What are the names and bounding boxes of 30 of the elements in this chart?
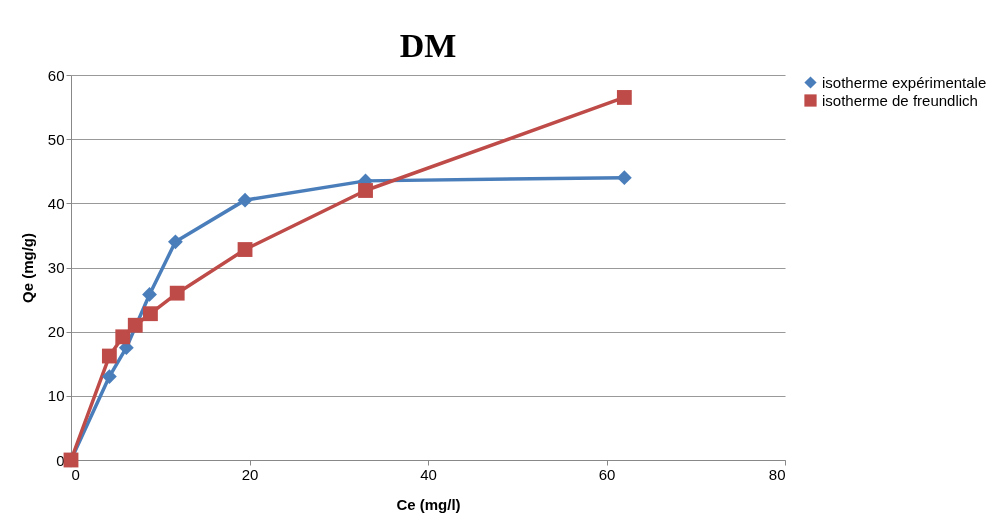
y-axis-title: Qe (mg/g)	[18, 233, 36, 303]
point	[143, 306, 158, 322]
x-axis-title: Ce (mg/l)	[396, 495, 461, 513]
y-tick-label: 40	[47, 194, 65, 212]
x-tick-label: 0	[71, 465, 80, 483]
legend-label: isotherme de freundlich	[822, 91, 978, 109]
point	[101, 369, 117, 384]
y-tick-label: 20	[47, 323, 65, 341]
point	[616, 170, 632, 186]
x-tick-label: 80	[768, 465, 786, 483]
point	[168, 234, 183, 250]
point	[358, 183, 373, 198]
point	[237, 192, 253, 208]
x-tick-label: 60	[598, 465, 616, 483]
chart-title: DM	[399, 27, 457, 64]
point	[115, 329, 131, 345]
point	[169, 285, 185, 301]
y-tick-label: 60	[47, 66, 65, 84]
y-tick-label: 30	[47, 259, 65, 276]
x-tick-label: 40	[420, 465, 437, 483]
point	[127, 317, 143, 333]
legend-label: isotherme expérimentale	[822, 73, 987, 91]
y-tick-label: 50	[47, 130, 65, 148]
point	[101, 348, 117, 364]
point	[237, 242, 253, 257]
x-tick-label: 20	[241, 465, 259, 483]
y-tick-label: 10	[47, 387, 65, 405]
point	[142, 287, 157, 302]
point	[616, 90, 632, 105]
y-tick-label: 0	[56, 451, 65, 469]
